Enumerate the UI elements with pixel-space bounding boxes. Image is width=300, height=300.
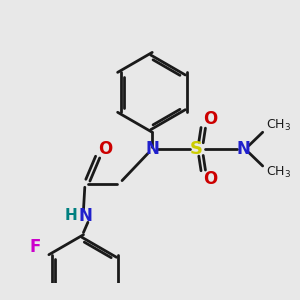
Text: N: N [79,207,93,225]
Text: CH$_3$: CH$_3$ [266,165,291,180]
Text: H: H [65,208,77,223]
Text: S: S [190,140,203,158]
Text: O: O [98,140,113,158]
Text: O: O [203,110,217,128]
Text: N: N [236,140,250,158]
Text: CH$_3$: CH$_3$ [266,118,291,133]
Text: F: F [30,238,41,256]
Text: O: O [203,170,217,188]
Text: N: N [145,140,159,158]
